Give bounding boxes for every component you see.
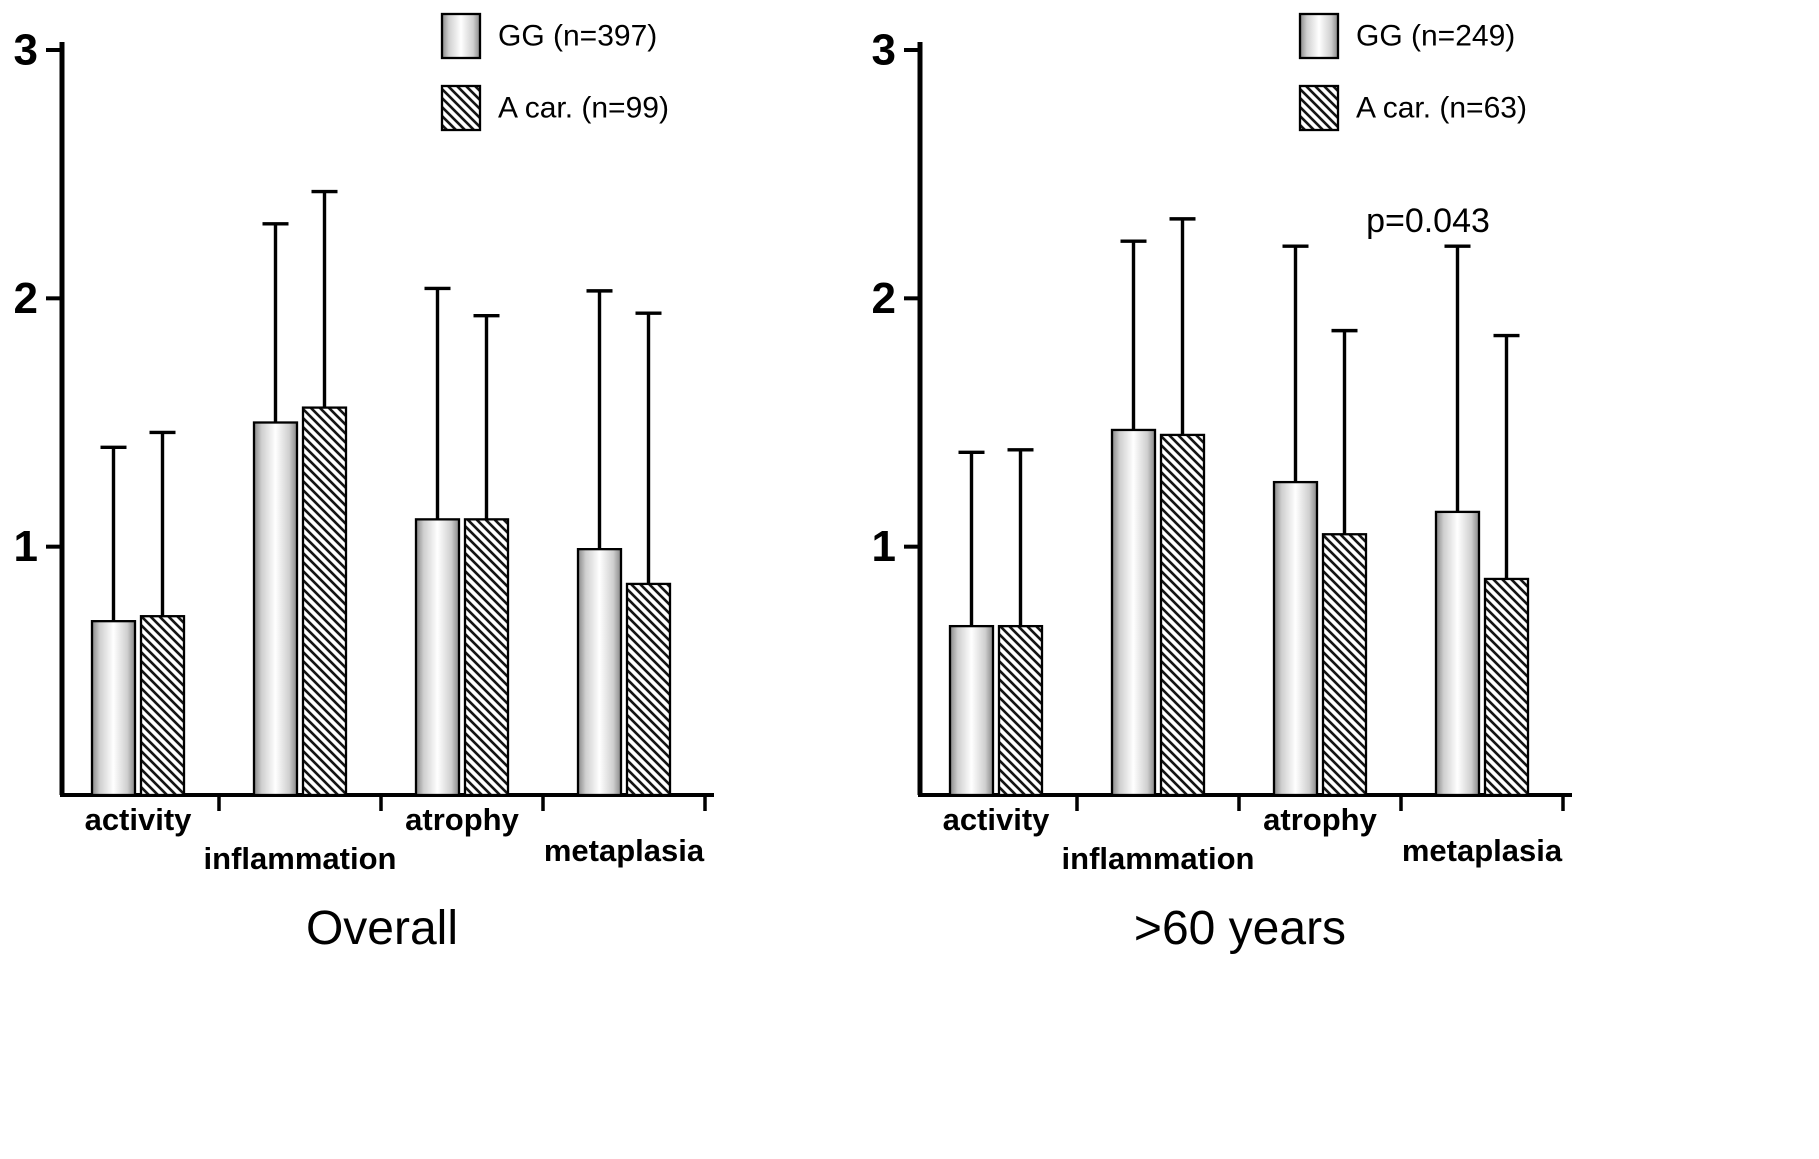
category-label: inflammation — [204, 841, 397, 876]
legend-swatch — [440, 84, 482, 132]
category-label: atrophy — [1263, 802, 1377, 837]
legend-label: GG (n=249) — [1356, 20, 1515, 53]
bar — [1272, 480, 1319, 797]
bar — [252, 421, 299, 797]
y-tick-label: 1 — [14, 522, 38, 571]
bar — [90, 620, 137, 797]
y-tick-label: 2 — [872, 274, 896, 323]
p-value-annotation: p=0.043 — [1366, 202, 1490, 240]
y-tick-label: 2 — [14, 274, 38, 323]
panel-over-60-years: 1 2 3 activity inflammation atrophy metaplasia… — [860, 0, 1620, 956]
legend-swatch — [440, 12, 482, 60]
bar — [1321, 533, 1368, 797]
legend-label: GG (n=397) — [498, 20, 657, 53]
legend-label: A car. (n=99) — [498, 92, 669, 125]
legend-swatch — [1298, 84, 1340, 132]
category-label: atrophy — [405, 802, 519, 837]
y-tick-label: 1 — [872, 522, 896, 571]
bar — [1483, 577, 1530, 797]
y-tick-label: 3 — [872, 26, 896, 75]
legend-label: A car. (n=63) — [1356, 92, 1527, 125]
bar — [139, 615, 186, 797]
category-label: activity — [943, 802, 1051, 837]
legend-swatch — [1298, 12, 1340, 60]
bar — [1434, 510, 1481, 797]
y-tick-label: 3 — [14, 26, 38, 75]
bar — [301, 406, 348, 797]
bar — [625, 582, 672, 797]
bar — [1110, 428, 1157, 797]
panel-title-overall: Overall — [305, 902, 459, 955]
bar — [948, 624, 995, 797]
panel-title-over-60-years: >60 years — [1133, 902, 1347, 955]
panel-overall: 1 2 3 activity inflammation atrophy metaplasia… — [2, 0, 762, 956]
bar — [414, 518, 461, 797]
bar — [997, 624, 1044, 797]
category-label: activity — [85, 802, 193, 837]
category-label: metaplasia — [1402, 833, 1563, 868]
bar — [463, 518, 510, 797]
category-label: metaplasia — [544, 833, 705, 868]
bar — [576, 548, 623, 797]
bar — [1159, 433, 1206, 797]
category-label: inflammation — [1062, 841, 1255, 876]
